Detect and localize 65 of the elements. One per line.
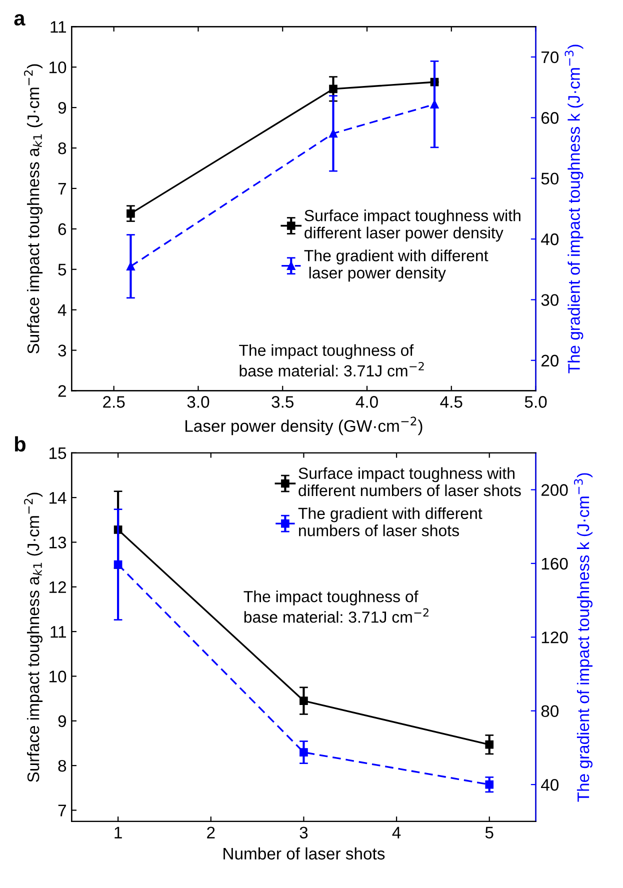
point	[126, 262, 135, 270]
annotation: The impact toughness of base material: 3.71J cm$^{−2}$	[244, 590, 428, 623]
x-tick-label: 3	[300, 826, 308, 839]
y-tick-label: 7	[58, 804, 66, 816]
y-tick-label: 2	[58, 385, 66, 397]
y-tick-label: 13	[50, 536, 66, 548]
x-tick-label: 3.0	[187, 396, 210, 408]
y-tick-label: 3	[58, 344, 66, 356]
legend-label: Surface impact toughness with different laser power density	[304, 210, 520, 242]
y-tick-label: 15	[50, 447, 66, 460]
x-tick-label: 2.5	[103, 396, 125, 408]
y-tick-label: 4	[58, 304, 66, 316]
x-tick-label: 4.0	[356, 396, 378, 408]
y-axis-title: Surface impact toughness a$_{k1}$ (J·cm$^{−2}$)	[24, 492, 43, 782]
y-tick-label: 10	[50, 61, 66, 74]
y-tick-label: 14	[50, 492, 66, 504]
y2-tick-label: 40	[541, 778, 559, 791]
y-tick-label: 11	[50, 626, 66, 638]
y-tick-label: 10	[50, 670, 66, 682]
y-tick-label: 11	[50, 21, 66, 33]
y2-axis-title: The gradient of impact toughness k (J·cm$^{−3}$)	[564, 44, 584, 374]
legend-label: The gradient with different laser power density	[304, 250, 488, 282]
x-tick-label: 4	[392, 826, 401, 838]
y-tick-label: 5	[58, 264, 66, 276]
x-tick-label: 1	[114, 826, 122, 838]
legend-label: Surface impact toughness with different numbers of laser shots	[298, 467, 521, 496]
y-tick-label: 6	[58, 223, 66, 236]
y2-tick-label: 160	[542, 558, 568, 570]
x-tick-label: 5	[485, 826, 494, 839]
y2-axis-title: The gradient of impact toughness k (J·cm$^{−3}$)	[574, 473, 592, 802]
y2-tick-label: 30	[541, 294, 559, 306]
x-tick-label: 2	[207, 826, 215, 838]
x-axis-title: Number of laser shots	[224, 847, 385, 860]
chart-title: a	[14, 14, 26, 26]
y-tick-label: 9	[58, 102, 66, 114]
x-tick-label: 4.5	[440, 396, 462, 408]
point	[300, 748, 308, 756]
point	[485, 740, 494, 749]
y-tick-label: 9	[58, 715, 66, 728]
y2-tick-label: 120	[542, 632, 568, 644]
y2-tick-label: 20	[541, 354, 559, 367]
point	[300, 696, 308, 705]
y2-tick-label: 200	[541, 484, 568, 496]
chart-title: b	[15, 436, 26, 452]
y-tick-label: 12	[50, 581, 66, 593]
x-tick-label: 3.5	[272, 396, 294, 408]
y-axis-title: Surface impact toughness a$_{k1}$ (J·cm$^{−2}$)	[24, 64, 43, 354]
annotation: The impact toughness of base material: 3.71J cm$^{−2}$	[239, 344, 424, 377]
x-tick-label: 5.0	[524, 396, 547, 408]
y2-tick-label: 40	[541, 233, 559, 246]
y-tick-label: 8	[58, 142, 66, 154]
y-tick-label: 7	[58, 183, 66, 194]
point	[485, 780, 494, 789]
y-tick-label: 8	[58, 760, 66, 772]
point	[126, 209, 135, 218]
point	[114, 560, 122, 569]
point	[430, 100, 439, 108]
legend-label: The gradient with different numbers of laser shots	[298, 507, 482, 536]
x-axis-title: Laser power density (GW·cm$^{−2}$)	[185, 416, 422, 436]
point	[329, 84, 338, 94]
y2-tick-label: 50	[541, 172, 559, 185]
y2-tick-label: 60	[541, 112, 559, 124]
y2-tick-label: 80	[541, 705, 559, 718]
point	[329, 129, 338, 138]
y2-tick-label: 70	[541, 51, 559, 64]
